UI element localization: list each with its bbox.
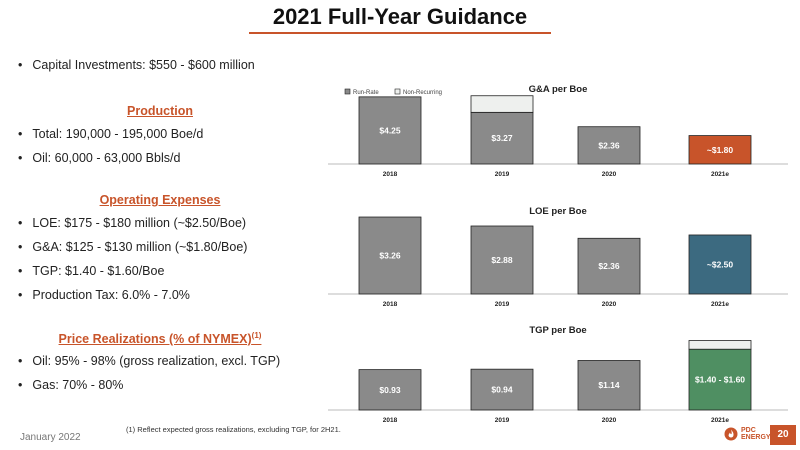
opex-heading: Operating Expenses (99, 193, 221, 207)
pricing-heading: Price Realizations (% of NYMEX)(1) (0, 331, 320, 346)
logo-text: PDC ENERGY (741, 427, 771, 441)
production-heading: Production (127, 104, 193, 118)
tgp-per-boe-bar-2020 (577, 360, 641, 411)
loe-per-boe-label-2021e: ~$2.50 (707, 259, 734, 269)
tgp-per-boe-label-2020: $1.14 (598, 380, 620, 390)
logo-line1: PDC (741, 427, 756, 434)
pricing-oil-bullet: Oil: 95% - 98% (gross realization, excl.… (18, 354, 280, 368)
opex-loe-bullet: LOE: $175 - $180 million (~$2.50/Boe) (18, 216, 246, 230)
loe-per-boe-label-2019: $2.88 (491, 255, 513, 265)
loe-per-boe-title: LOE per Boe (529, 206, 587, 217)
tgp-per-boe-bar-2018 (358, 369, 422, 411)
production-oil-bullet: Oil: 60,000 - 63,000 Bbls/d (18, 151, 180, 165)
opex-tgp-bullet: TGP: $1.40 - $1.60/Boe (18, 264, 164, 278)
pricing-heading-text: Price Realizations (% of NYMEX) (58, 332, 252, 347)
tgp-per-boe-bar-2019 (470, 368, 534, 411)
logo-line2: ENERGY (741, 434, 771, 441)
footer-date: January 2022 (20, 432, 81, 443)
tgp-per-boe-title: TGP per Boe (529, 325, 586, 336)
loe-per-boe-bar-2021e (688, 234, 752, 295)
title-underline (249, 32, 551, 34)
g-a-per-boe-tick-2019: 2019 (495, 171, 510, 178)
loe-per-boe-label-2020: $2.36 (598, 261, 620, 271)
g-a-per-boe-bar-extra-2019 (470, 95, 534, 113)
g-a-per-boe-label-2020: $2.36 (598, 140, 620, 150)
g-a-per-boe-bar-2019 (470, 111, 534, 165)
tgp-per-boe-bar-2021e (688, 348, 752, 411)
g-a-per-boe-tick-2020: 2020 (602, 171, 617, 178)
tgp-per-boe-tick-2021e: 2021e (711, 417, 729, 423)
company-logo: PDC ENERGY (724, 427, 771, 441)
opex-ga-bullet: G&A: $125 - $130 million (~$1.80/Boe) (18, 240, 247, 254)
pricing-footnote-ref: (1) (251, 331, 262, 340)
tgp-per-boe-label-2018: $0.93 (379, 385, 401, 395)
capital-investments-bullet: Capital Investments: $550 - $600 million (18, 58, 254, 72)
legend-non-recurring-swatch (394, 88, 401, 95)
pricing-gas-bullet: Gas: 70% - 80% (18, 378, 123, 392)
guidance-charts: G&A per Boe $4.25 2018 $3.27 2019 $2.36 2020 ~$… (328, 84, 788, 423)
loe-per-boe-tick-2018: 2018 (383, 301, 398, 308)
loe-per-boe-tick-2020: 2020 (602, 301, 617, 308)
tgp-per-boe-bar-extra-2021e (688, 340, 752, 350)
loe-per-boe-bar-2020 (577, 237, 641, 295)
tgp-per-boe-tick-2018: 2018 (383, 417, 398, 423)
opex-production-tax-bullet: Production Tax: 6.0% - 7.0% (18, 288, 190, 302)
loe-per-boe-label-2018: $3.26 (379, 251, 401, 261)
loe-per-boe-tick-2021e: 2021e (711, 301, 729, 308)
g-a-per-boe-label-2019: $3.27 (491, 133, 513, 143)
g-a-per-boe-bar-2018 (358, 96, 422, 165)
tgp-per-boe-tick-2019: 2019 (495, 417, 510, 423)
g-a-per-boe-tick-2021e: 2021e (711, 171, 729, 178)
g-a-per-boe-label-2021e: ~$1.80 (707, 145, 734, 155)
g-a-per-boe-bar-2021e (688, 135, 752, 165)
loe-per-boe-bar-2018 (358, 216, 422, 295)
flame-logo-icon (724, 427, 738, 441)
legend-non-recurring-label: Non-Recurring (403, 90, 442, 96)
g-a-per-boe-label-2018: $4.25 (379, 125, 401, 135)
g-a-per-boe-bar-2020 (577, 126, 641, 165)
production-total-bullet: Total: 190,000 - 195,000 Boe/d (18, 127, 203, 141)
tgp-per-boe-tick-2020: 2020 (602, 417, 617, 423)
footnote: (1) Reflect expected gross realizations,… (126, 425, 341, 434)
tgp-per-boe-label-2021e: $1.40 - $1.60 (695, 375, 745, 385)
g-a-per-boe-title: G&A per Boe (529, 84, 588, 95)
g-a-per-boe-tick-2018: 2018 (383, 171, 398, 178)
loe-per-boe-tick-2019: 2019 (495, 301, 510, 308)
page-number: 20 (770, 425, 796, 445)
tgp-per-boe-label-2019: $0.94 (491, 385, 513, 395)
legend-run-rate-label: Run-Rate (353, 90, 379, 96)
loe-per-boe-bar-2019 (470, 225, 534, 295)
legend-run-rate-swatch (344, 88, 351, 95)
slide-title: 2021 Full-Year Guidance (272, 4, 528, 29)
